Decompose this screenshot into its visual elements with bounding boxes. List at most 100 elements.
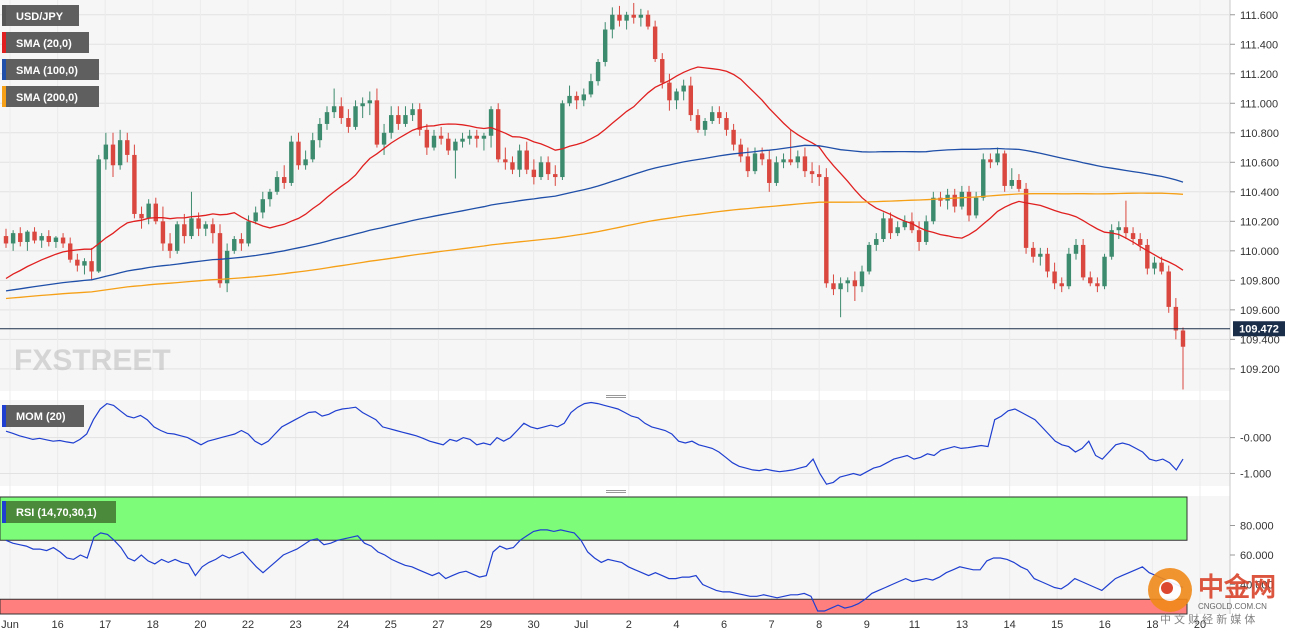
candle-body (588, 81, 594, 95)
candle-body (346, 118, 351, 127)
pane-splitter-handle[interactable] (606, 490, 626, 491)
candle-body (267, 191, 273, 200)
candle-body (117, 140, 123, 166)
price-tick-label: 111.600 (1240, 10, 1278, 22)
x-tick-label: 30 (527, 619, 539, 631)
candle-body (1030, 247, 1036, 257)
x-tick-label: 2 (626, 619, 632, 631)
candle-body (324, 112, 330, 124)
price-tick-label: 109.200 (1240, 364, 1280, 376)
pane-splitter-handle[interactable] (606, 492, 626, 493)
x-tick-label: 27 (432, 619, 444, 631)
x-tick-label: 11 (909, 619, 920, 631)
candle-body (859, 271, 865, 287)
candle-body (160, 221, 166, 244)
candle-body (239, 239, 244, 244)
candle-body (481, 135, 487, 139)
candle-body (702, 120, 708, 130)
candle-body (966, 191, 972, 216)
candle-body (96, 159, 101, 272)
price-tick-label: 110.400 (1240, 187, 1279, 199)
legend-label: SMA (100,0) (16, 65, 78, 77)
pane-splitter-handle[interactable] (606, 397, 626, 398)
candle-body (353, 106, 358, 127)
candle-body (503, 159, 508, 163)
candle-body (167, 243, 173, 251)
legend-box-bg (2, 5, 79, 26)
candle-body (203, 224, 208, 229)
candle-body (973, 197, 979, 216)
legend-swatch (2, 5, 6, 26)
candle-body (738, 144, 743, 157)
candle-body (645, 14, 651, 27)
candle-body (317, 123, 323, 141)
candle-body (1080, 244, 1086, 278)
rsi-legend-swatch (2, 501, 6, 523)
candle-body (802, 156, 808, 172)
x-tick-label: 20 (1194, 619, 1206, 631)
candle-body (881, 218, 886, 240)
candle-body (25, 231, 30, 242)
rsi-tick-label: 40.000 (1240, 580, 1274, 592)
rsi-series-line (5, 529, 1184, 612)
rsi-legend-box (2, 501, 116, 523)
candle-body (403, 115, 408, 124)
candle-body (1002, 153, 1007, 186)
sma-200-line (5, 192, 1184, 300)
candle-body (67, 243, 73, 260)
candle-body (510, 162, 515, 170)
x-tick-label: 20 (194, 619, 206, 631)
candle-body (125, 140, 130, 155)
price-tick-label: 110.600 (1240, 157, 1279, 169)
x-tick-label: 7 (769, 619, 775, 631)
x-tick-label: 14 (1003, 619, 1015, 631)
candle-body (1145, 244, 1150, 269)
x-tick-label: Jul (574, 619, 588, 631)
current-price-value: 109.472 (1239, 324, 1279, 336)
candle-body (795, 156, 801, 163)
current-price-tag: 109.472 (1233, 321, 1285, 337)
candle-body (581, 94, 587, 101)
pane-splitter-handle[interactable] (606, 395, 626, 396)
candle-body (838, 283, 843, 290)
legend-label: SMA (20,0) (16, 38, 72, 50)
mom-line (5, 401, 1184, 485)
price-tick-label: 109.600 (1240, 305, 1280, 317)
candle-body (595, 61, 601, 82)
candle-body (731, 129, 736, 145)
mom-legend: MOM (20) (2, 405, 84, 427)
candle-body (717, 112, 722, 119)
x-tick-label: Jun (1, 619, 19, 631)
candle-body (246, 221, 251, 244)
legend-swatch (2, 32, 6, 53)
x-tick-label: 17 (99, 619, 111, 631)
mom-tick-label: -0.000 (1240, 433, 1271, 445)
candle-body (831, 283, 836, 290)
candle-body (474, 135, 480, 139)
x-tick-label: 6 (721, 619, 727, 631)
candle-body (189, 218, 194, 237)
candle-body (146, 203, 151, 219)
candle-body (431, 135, 437, 148)
candle-body (53, 237, 59, 242)
candle-body (360, 103, 365, 107)
candle-body (339, 106, 344, 119)
candle-body (381, 132, 387, 145)
candle-body (1052, 271, 1057, 284)
candle-body (289, 141, 294, 183)
candle-body (331, 106, 337, 113)
candle-body (110, 144, 116, 166)
candle-body (781, 159, 786, 163)
rsi-overbought-zone (0, 496, 1188, 541)
candle-body (767, 159, 772, 183)
x-tick-label: 18 (147, 619, 159, 631)
sma-20-line (5, 66, 1184, 280)
candle-body (274, 177, 280, 192)
price-tick-label: 110.200 (1240, 216, 1279, 228)
candle-body (660, 59, 665, 83)
mom-legend-swatch (2, 405, 6, 427)
candle-body (103, 144, 109, 160)
candle-body (674, 91, 679, 101)
